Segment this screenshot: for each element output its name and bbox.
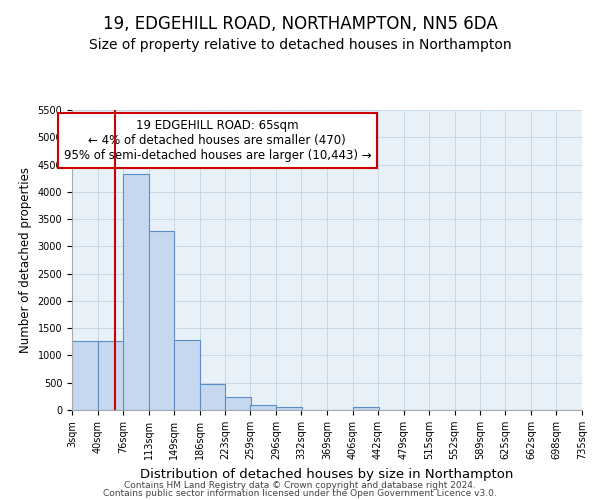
Bar bbox=[353, 408, 379, 410]
Y-axis label: Number of detached properties: Number of detached properties bbox=[19, 167, 32, 353]
Text: 19, EDGEHILL ROAD, NORTHAMPTON, NN5 6DA: 19, EDGEHILL ROAD, NORTHAMPTON, NN5 6DA bbox=[103, 15, 497, 33]
Bar bbox=[199, 384, 225, 410]
Bar bbox=[149, 231, 175, 410]
X-axis label: Distribution of detached houses by size in Northampton: Distribution of detached houses by size … bbox=[140, 468, 514, 480]
Text: Size of property relative to detached houses in Northampton: Size of property relative to detached ho… bbox=[89, 38, 511, 52]
Bar bbox=[123, 174, 149, 410]
Bar bbox=[276, 407, 302, 410]
Text: Contains public sector information licensed under the Open Government Licence v3: Contains public sector information licen… bbox=[103, 488, 497, 498]
Bar bbox=[174, 340, 199, 410]
Text: Contains HM Land Registry data © Crown copyright and database right 2024.: Contains HM Land Registry data © Crown c… bbox=[124, 481, 476, 490]
Text: 19 EDGEHILL ROAD: 65sqm
← 4% of detached houses are smaller (470)
95% of semi-de: 19 EDGEHILL ROAD: 65sqm ← 4% of detached… bbox=[64, 119, 371, 162]
Bar bbox=[225, 398, 251, 410]
Bar bbox=[72, 340, 98, 410]
Bar bbox=[250, 404, 276, 410]
Bar bbox=[98, 340, 124, 410]
